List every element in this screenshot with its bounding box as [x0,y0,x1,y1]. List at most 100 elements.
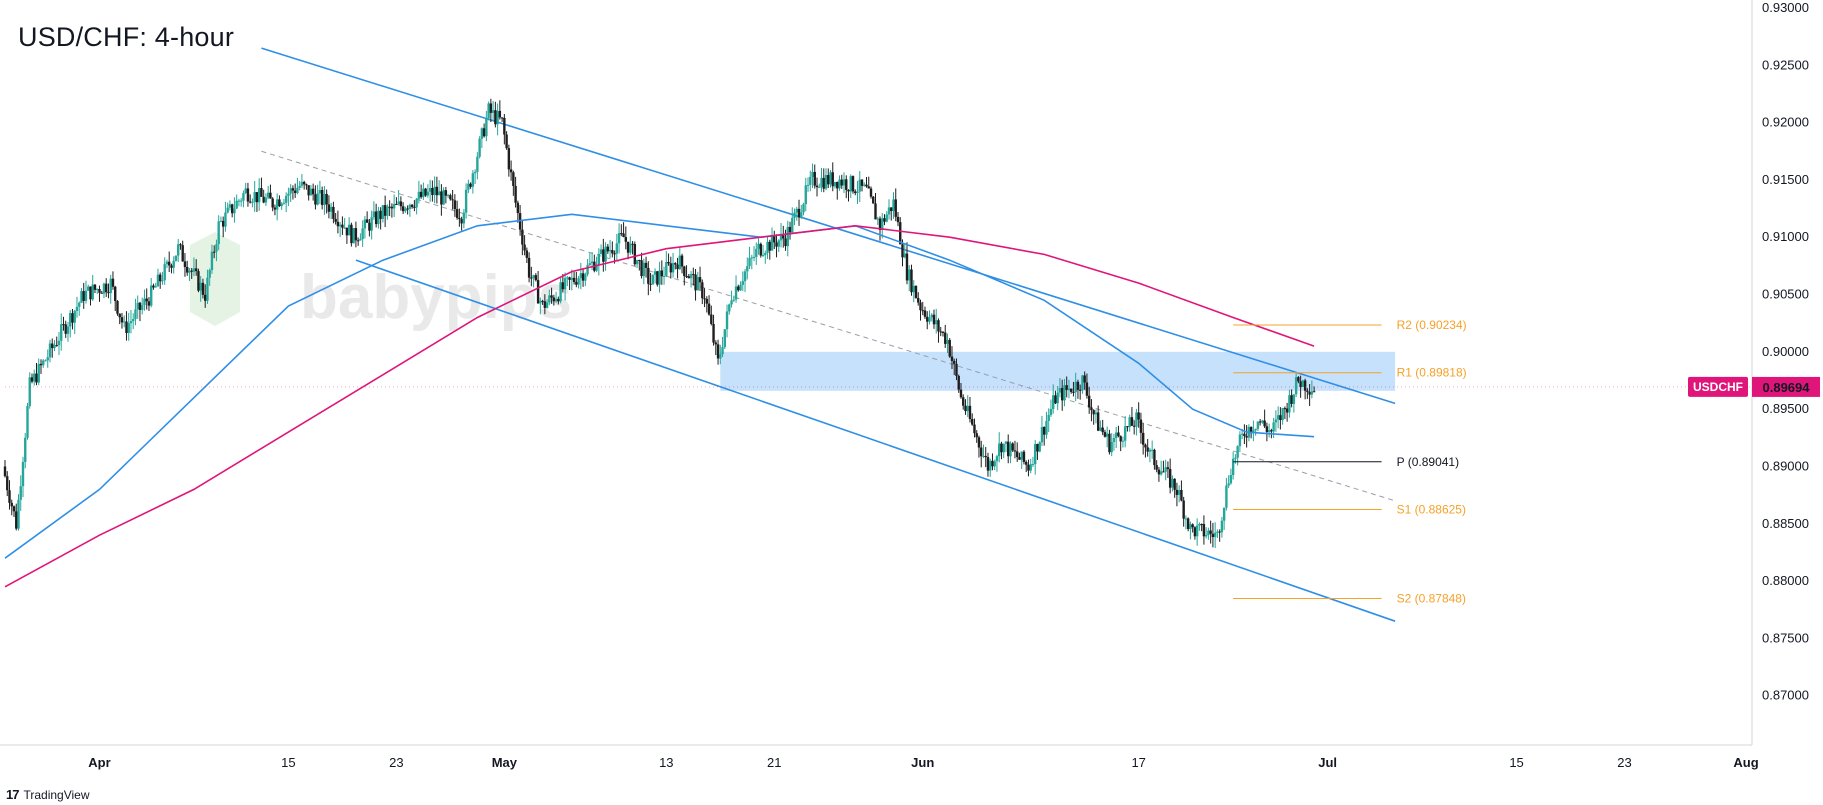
candle [917,292,920,306]
candle [21,456,25,498]
candle-body [143,298,146,305]
candle-body [838,179,841,189]
candle [1207,527,1210,540]
candle [1180,480,1183,502]
candle [599,244,603,255]
candle-body [561,282,565,290]
candle [885,211,888,223]
watermark-logo-icon [190,232,240,326]
candle [579,262,583,290]
candle-body [1243,433,1246,437]
candle-body [21,461,25,487]
candle [320,186,324,210]
candle [514,176,517,208]
candle [368,218,371,237]
candle [311,183,315,201]
candle [390,203,394,218]
candle [712,314,715,346]
candle-body [1294,377,1298,395]
candle [159,272,162,289]
candle [451,189,454,210]
candle [1016,442,1019,462]
candle [1135,408,1138,436]
candle-body [408,204,412,209]
y-tick-label: 0.89500 [1762,401,1809,416]
candle [615,233,619,261]
candle-body [910,269,913,293]
candle-body [217,221,220,245]
candle [1137,402,1140,428]
candle-body [42,360,45,366]
candle [399,196,403,211]
candle [168,251,171,273]
candle [491,101,495,121]
candle [208,268,211,286]
candle [577,275,580,289]
candle [1256,421,1260,432]
tradingview-brand[interactable]: 17 TradingView [6,787,90,802]
candle [656,271,659,287]
candle [123,315,126,328]
candle [923,306,927,319]
candle-body [921,310,924,312]
candle [127,312,130,341]
candle [185,260,189,276]
candle [1292,394,1296,413]
candle [64,320,67,338]
candle [901,239,904,267]
candle [379,207,382,230]
candle [233,197,236,223]
candle-body [199,282,202,291]
candle [226,202,229,214]
candle [957,374,960,393]
candle [323,186,326,215]
candle [557,296,560,305]
candle [1211,522,1215,548]
candle-body [599,249,603,254]
candle-body [851,176,855,192]
candle-body [163,264,166,281]
candle-body [111,278,115,287]
candle-body [1288,395,1291,413]
candle [1177,485,1181,503]
candle [575,271,578,288]
candles [3,98,1316,549]
candle-body [12,506,16,512]
candle-body [775,242,778,247]
candle [806,177,810,192]
candle-body [1256,421,1260,429]
candle [640,252,643,279]
candle [678,246,682,270]
candle-body [588,263,592,265]
candle [370,210,373,240]
candle-body [804,185,807,205]
candle [473,169,477,185]
candle-body [129,321,133,324]
candle-body [435,186,439,196]
candle [703,288,706,308]
candle [872,196,875,204]
candle-body [125,321,128,334]
candle-body [883,218,886,222]
candle [150,277,153,308]
candle-body [496,110,499,125]
candle-body [813,171,816,186]
candle [179,243,182,250]
candle-body [329,206,333,212]
trend-line-lower [355,259,1396,622]
y-tick-label: 0.92500 [1762,57,1809,72]
candle-body [953,360,956,364]
candle-body [554,299,558,302]
candle-body [181,245,184,262]
candle-body [653,271,657,275]
candle [905,242,909,285]
candle-body [1094,412,1098,415]
candle [1132,420,1136,435]
x-tick-label: 13 [659,755,673,770]
x-tick-label: 17 [1131,755,1145,770]
candle [1306,388,1309,399]
candle [728,303,731,315]
candle-body [946,339,949,344]
candle [449,193,452,201]
